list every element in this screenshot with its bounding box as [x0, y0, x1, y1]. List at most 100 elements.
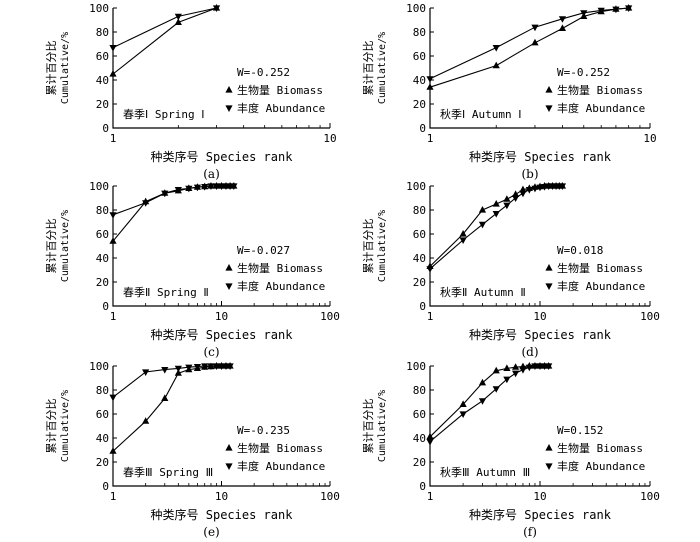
x-tick-label: 1	[110, 132, 117, 145]
data-point-abundance	[161, 367, 169, 374]
x-tick-label: 100	[640, 310, 660, 323]
y-axis-label-en: Cumulative/%	[60, 210, 71, 282]
data-point-abundance	[525, 364, 533, 372]
legend-biomass-marker	[545, 444, 553, 451]
w-statistic-label: W=-0.027	[237, 244, 290, 257]
x-tick-label: 10	[533, 310, 546, 323]
data-point-biomass	[558, 24, 567, 31]
data-point-abundance	[109, 394, 117, 402]
legend-biomass-marker	[225, 264, 233, 271]
y-axis-label-cn: 累计百分比	[45, 41, 58, 96]
series-line-biomass	[112, 185, 234, 242]
y-tick-label: 0	[102, 122, 109, 135]
data-point-abundance	[478, 221, 487, 229]
data-point-abundance	[212, 5, 221, 12]
data-point-abundance	[426, 266, 434, 273]
x-axis-label: 种类序号 Species rank	[151, 507, 294, 522]
legend-biomass-label: 生物量 Biomass	[557, 261, 643, 275]
y-axis-label-en: Cumulative/%	[377, 390, 388, 462]
legend-abundance-label: 丰度 Abundance	[557, 279, 645, 293]
y-tick-label: 0	[102, 300, 109, 313]
y-axis-label-en: Cumulative/%	[377, 210, 388, 282]
w-statistic-label: W=0.152	[557, 424, 603, 437]
panel-caption: (d)	[521, 345, 538, 359]
legend-biomass-label: 生物量 Biomass	[237, 441, 323, 455]
y-tick-label: 80	[413, 204, 426, 217]
chart-panel-e: 0 20 40 60 80 100 1 10 100 W=-0.235 生物量 Biomass 丰度 …	[45, 360, 340, 539]
x-axis-label: 种类序号 Species rank	[469, 327, 612, 342]
legend-abundance-label: 丰度 Abundance	[557, 459, 645, 473]
y-tick-label: 60	[413, 50, 426, 63]
data-point-abundance	[580, 10, 588, 17]
data-point-biomass	[459, 230, 467, 237]
y-tick-label: 80	[96, 384, 109, 397]
data-point-biomass	[109, 447, 117, 454]
y-tick-label: 20	[96, 276, 109, 289]
y-tick-label: 100	[406, 180, 426, 193]
x-tick-label: 10	[215, 490, 228, 503]
data-point-abundance	[161, 190, 169, 198]
data-point-abundance	[558, 16, 567, 23]
data-point-abundance	[612, 6, 620, 14]
legend-abundance-label: 丰度 Abundance	[557, 101, 645, 115]
data-point-abundance	[142, 369, 150, 376]
legend-abundance-label: 丰度 Abundance	[237, 459, 325, 473]
data-point-biomass	[459, 400, 467, 407]
data-point-biomass	[174, 18, 182, 25]
panel-caption: (c)	[203, 345, 219, 359]
y-tick-label: 100	[89, 360, 109, 373]
x-axis-label: 种类序号 Species rank	[151, 327, 294, 342]
y-tick-label: 40	[96, 74, 109, 87]
data-point-abundance	[226, 363, 234, 370]
y-tick-label: 80	[413, 26, 426, 39]
data-point-abundance	[503, 376, 511, 384]
data-point-biomass	[109, 70, 117, 77]
x-tick-label: 100	[640, 490, 660, 503]
data-point-abundance	[185, 364, 193, 372]
y-axis-label-en: Cumulative/%	[377, 32, 388, 104]
y-tick-label: 40	[96, 252, 109, 265]
x-tick-label: 1	[427, 132, 434, 145]
panel-caption: (b)	[521, 167, 538, 181]
y-tick-label: 100	[89, 2, 109, 15]
data-point-abundance	[109, 212, 117, 219]
x-tick-label: 1	[110, 490, 117, 503]
y-tick-label: 0	[419, 480, 426, 493]
data-point-abundance	[625, 5, 633, 12]
data-point-abundance	[109, 45, 117, 52]
data-point-abundance	[174, 187, 182, 194]
y-tick-label: 60	[413, 228, 426, 241]
data-point-biomass	[531, 38, 539, 46]
y-tick-label: 60	[96, 228, 109, 241]
data-point-abundance	[545, 363, 553, 370]
legend-abundance-marker	[545, 283, 553, 290]
data-point-abundance	[519, 367, 527, 374]
data-point-abundance	[212, 183, 221, 190]
data-point-biomass	[478, 206, 487, 213]
y-tick-label: 60	[96, 50, 109, 63]
x-axis-label: 种类序号 Species rank	[469, 149, 612, 164]
data-point-biomass	[426, 83, 434, 90]
data-point-abundance	[531, 24, 539, 32]
data-point-abundance	[459, 237, 467, 244]
y-tick-label: 20	[96, 456, 109, 469]
data-point-abundance	[531, 185, 539, 193]
data-point-biomass	[519, 185, 527, 193]
data-point-biomass	[478, 378, 487, 386]
y-tick-label: 100	[406, 360, 426, 373]
data-point-abundance	[212, 363, 221, 370]
w-statistic-label: W=0.018	[557, 244, 603, 257]
y-tick-label: 20	[413, 98, 426, 111]
chart-panel-b: 0 20 40 60 80 100 1 10 W=-0.252 生物量 Biomass 丰度 Abu…	[362, 2, 657, 181]
legend-abundance-label: 丰度 Abundance	[237, 279, 325, 293]
panel-caption: (a)	[203, 167, 220, 181]
chart-panel-c: 0 20 40 60 80 100 1 10 100 W=-0.027 生物量 Biomass 丰度 …	[45, 180, 340, 359]
y-axis-label-en: Cumulative/%	[60, 390, 71, 462]
y-tick-label: 0	[102, 480, 109, 493]
w-statistic-label: W=-0.235	[237, 424, 290, 437]
y-axis-label-cn: 累计百分比	[45, 399, 58, 454]
data-point-abundance	[201, 363, 209, 370]
legend-biomass-label: 生物量 Biomass	[557, 441, 643, 455]
data-point-abundance	[478, 398, 487, 405]
data-point-abundance	[511, 370, 520, 378]
